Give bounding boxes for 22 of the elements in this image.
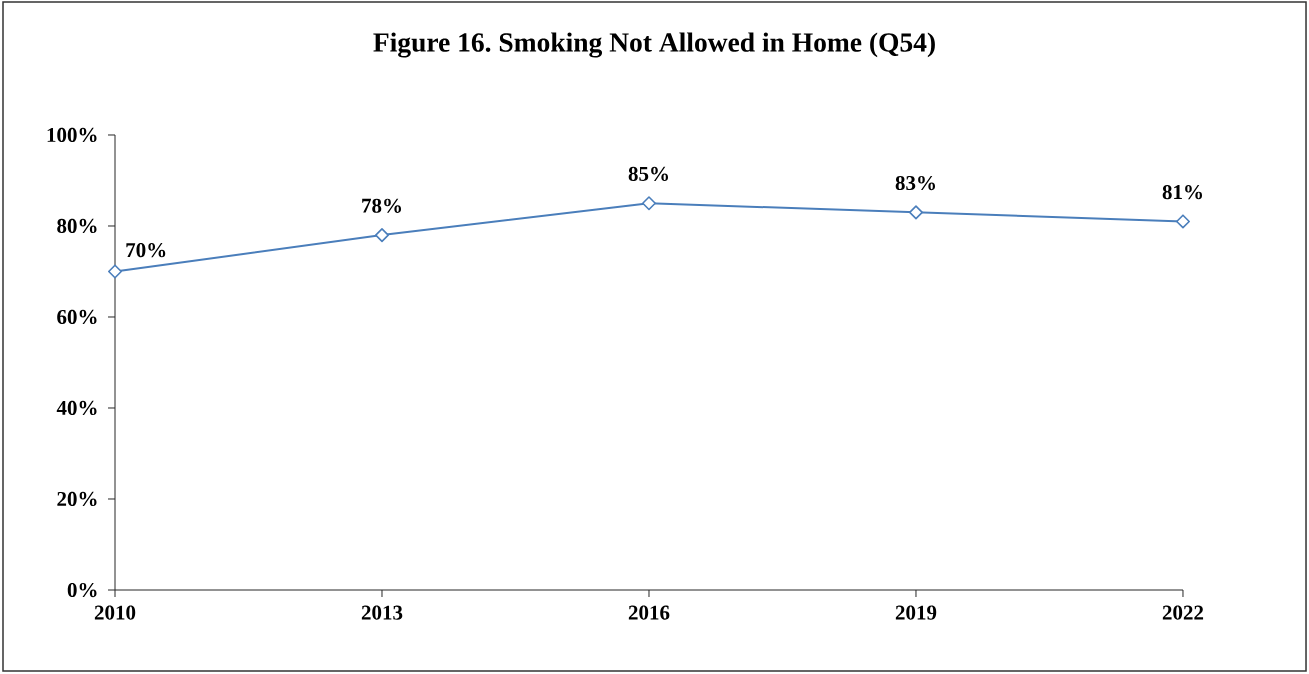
- point: [1175, 214, 1190, 229]
- y-tick-label: 40%: [56, 400, 97, 416]
- x-tick-label: 2022: [1162, 605, 1204, 620]
- x-tick-label: 2010: [94, 605, 136, 620]
- point: [374, 228, 390, 243]
- y-tick-label: 60%: [57, 309, 97, 325]
- data-label: 78%: [362, 198, 402, 213]
- data-label: 70%: [126, 243, 166, 258]
- y-tick-label: 80%: [57, 218, 97, 234]
- point: [641, 196, 657, 211]
- chart-title: Figure 16. Smoking Not Allowed in Home (Q54): [373, 32, 935, 58]
- point: [908, 205, 923, 220]
- y-tick-label: 0%: [67, 582, 97, 598]
- data-label: 83%: [895, 175, 936, 191]
- data-label: 85%: [628, 166, 669, 182]
- y-tick-label: 100%: [47, 127, 97, 143]
- point: [107, 264, 123, 279]
- data-label: 81%: [1162, 185, 1202, 200]
- x-tick-label: 2019: [895, 605, 937, 620]
- y-tick-label: 20%: [57, 491, 97, 507]
- x-tick-label: 2013: [361, 605, 403, 620]
- x-tick-label: 2016: [628, 605, 670, 620]
